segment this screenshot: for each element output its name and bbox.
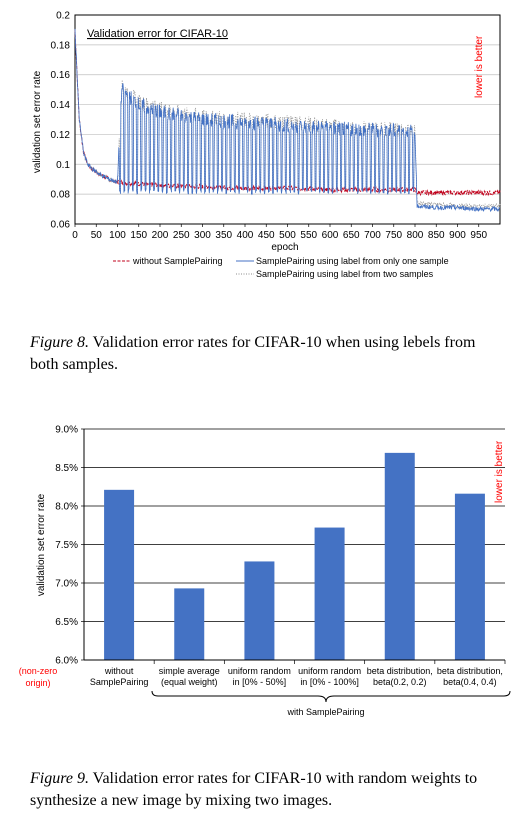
chart8-y-tick-label: 0.14 [51,100,71,111]
figure8-caption-text: Validation error rates for CIFAR-10 when… [30,334,476,373]
chart9-bar [174,588,205,660]
chart8-x-tick-label: 0 [72,230,78,241]
figure9-caption: Figure 9. Validation error rates for CIF… [30,768,500,812]
chart9-y-tick-label: 8.0% [55,502,78,513]
chart9-bar [314,527,345,660]
figure8-caption-label: Figure 8. [30,334,89,351]
chart9-category-label: beta(0.4, 0.4) [443,677,497,687]
chart9-y-tick-label: 9.0% [55,425,78,436]
chart8-x-tick-label: 700 [364,230,381,241]
chart8-x-tick-label: 500 [279,230,296,241]
chart8-series-line [74,29,501,197]
chart9-category-label: beta distribution, [367,666,433,676]
chart8-y-ticks: 0.06 0.08 0.1 0.12 0.14 0.16 0.18 0.2 [51,11,71,231]
chart9-origin-note-line2: origin) [25,678,50,688]
chart8-x-tick-label: 550 [300,230,317,241]
chart8-y-tick-label: 0.2 [56,11,70,22]
chart8-title: Validation error for CIFAR-10 [87,28,228,40]
chart9-group-brace [151,690,511,703]
figure9-caption-text: Validation error rates for CIFAR-10 with… [30,770,478,809]
chart8-x-tick-label: 100 [109,230,126,241]
validation-error-line-chart: 0.06 0.08 0.1 0.12 0.14 0.16 0.18 0.2 0 50 100 150… [32,11,501,279]
chart8-x-tick-label: 450 [258,230,275,241]
figure8-caption: Figure 8. Validation error rates for CIF… [30,332,500,376]
chart8-x-tick-label: 600 [322,230,339,241]
chart8-x-tick-label: 350 [215,230,232,241]
chart9-y-tick-label: 8.5% [55,463,78,474]
chart9-annotation: lower is better [494,440,505,503]
chart8-y-tick-label: 0.12 [51,130,71,141]
chart9-y-tick-label: 7.0% [55,579,78,590]
chart8-y-tick-label: 0.16 [51,70,71,81]
chart8-y-tick-label: 0.1 [56,160,70,171]
chart8-x-tick-label: 400 [237,230,254,241]
chart8-x-tick-label: 950 [470,230,487,241]
chart9-category-label: uniform random [298,666,361,676]
chart9-y-tick-label: 6.0% [55,656,78,667]
chart9-bar [244,561,275,660]
chart9-category-label: simple average [159,666,220,676]
chart8-x-tick-label: 750 [385,230,402,241]
chart9-y-tick-label: 7.5% [55,540,78,551]
chart8-legend-label: SamplePairing using label from only one … [256,256,449,266]
chart8-x-ticks: 0 50 100 150 200 250 300 350 400 450 500 550 600 650 7… [72,224,488,241]
chart8-x-tick-label: 200 [152,230,169,241]
chart8-y-tick-label: 0.06 [51,220,71,231]
chart9-y-axis-label: validation set error rate [36,493,47,596]
chart8-x-tick-label: 850 [428,230,445,241]
validation-error-bar-chart: 6.0% 6.5% 7.0% 7.5% 8.0% 8.5% 9.0% withoutSamp… [19,425,511,717]
chart9-bar [454,493,485,660]
chart9-gridlines [84,428,505,622]
chart8-legend: without SamplePairing SamplePairing using… [113,256,449,279]
chart9-category-label: beta(0.2, 0.2) [373,677,427,687]
chart8-x-tick-label: 650 [343,230,360,241]
chart8-x-tick-label: 300 [194,230,211,241]
chart8-x-tick-label: 250 [173,230,190,241]
chart8-x-tick-label: 150 [130,230,147,241]
chart9-group-label: with SamplePairing [286,707,364,717]
chart8-x-tick-label: 900 [449,230,466,241]
chart8-series-line [74,28,501,213]
chart9-category-label: SamplePairing [90,677,149,687]
chart9-bar [104,489,135,660]
figure9-caption-label: Figure 9. [30,770,89,787]
chart8-x-tick-label: 50 [91,230,103,241]
chart8-legend-label: SamplePairing using label from two sampl… [256,269,434,279]
chart9-bar [384,452,415,660]
chart8-annotation: lower is better [474,35,485,98]
chart9-category-label: without [104,666,134,676]
chart8-series-group [74,28,501,213]
chart8-x-tick-label: 800 [407,230,424,241]
chart9-category-label: (equal weight) [161,677,218,687]
chart9-category-label: in [0% - 50%] [233,677,287,687]
chart9-category-label: uniform random [228,666,291,676]
chart8-y-tick-label: 0.08 [51,190,71,201]
chart9-category-label: in [0% - 100%] [300,677,359,687]
chart8-legend-label: without SamplePairing [132,256,223,266]
chart9-y-ticks: 6.0% 6.5% 7.0% 7.5% 8.0% 8.5% 9.0% [55,425,84,667]
chart9-origin-note-line1: (non-zero [19,666,58,676]
chart9-y-tick-label: 6.5% [55,617,78,628]
chart9-category-label: beta distribution, [437,666,503,676]
chart9-bars [104,452,485,660]
chart8-x-axis-label: epoch [271,242,298,253]
chart8-y-tick-label: 0.18 [51,40,71,51]
chart8-y-axis-label: validation set error rate [32,70,43,173]
